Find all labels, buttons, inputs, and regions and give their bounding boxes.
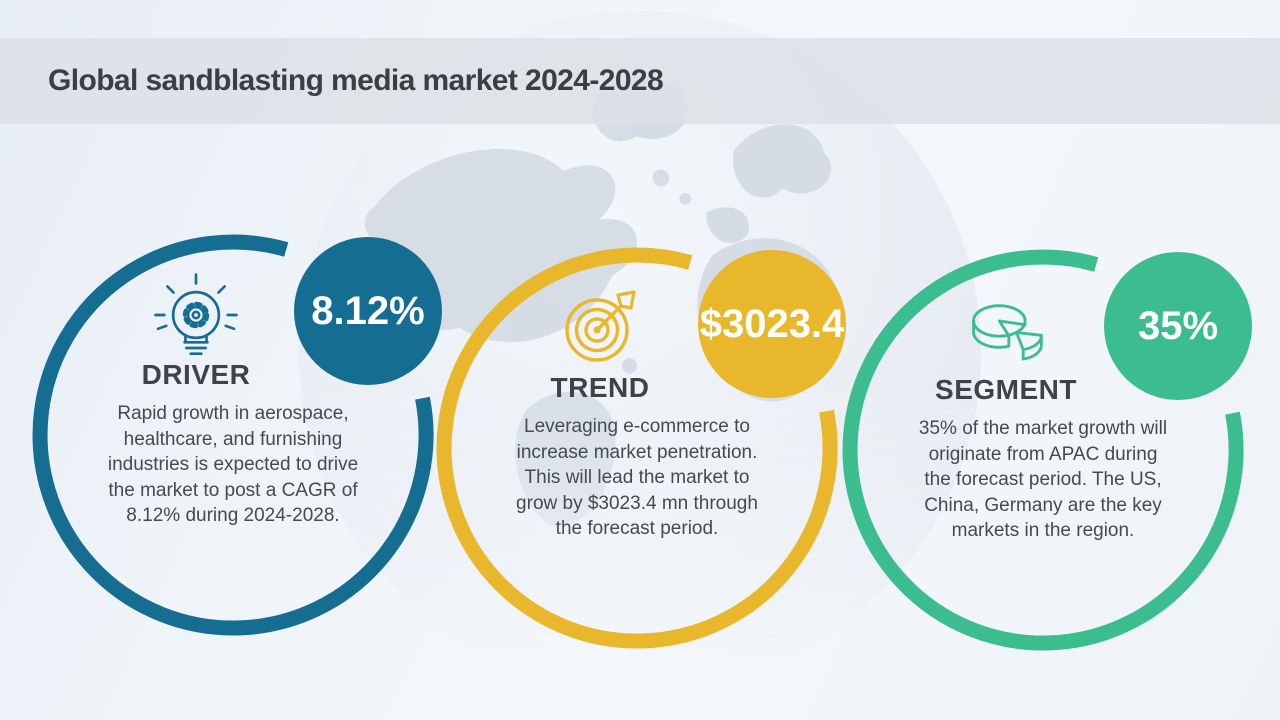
segment-description: 35% of the market growth will originate … (918, 418, 1168, 541)
trend-description: Leveraging e-commerce to increase market… (516, 416, 758, 539)
stat-badge-circle (294, 237, 442, 385)
trend-stat-value: $3023.4 (699, 302, 845, 346)
ring-arc (32, 234, 434, 636)
slide-title: Global sandblasting media market 2024-20… (48, 64, 664, 97)
segment-stat-value: 35% (1137, 304, 1219, 348)
trend-ring-graphic (436, 247, 846, 649)
info-card-segment: 35% SEGMENT 35% of the market growth wil… (838, 240, 1258, 660)
target-arrow-icon (555, 282, 645, 374)
title-bar: Global sandblasting media market 2024-20… (0, 38, 1280, 124)
segment-ring-graphic (842, 249, 1252, 651)
ring-arc (842, 249, 1244, 651)
lightbulb-gear-icon (151, 269, 241, 361)
stat-badge-circle (1104, 252, 1252, 400)
info-card-driver: 8.12% DRIVER Rapid growth in aerospace, … (28, 225, 448, 645)
trend-label: TREND (550, 372, 650, 403)
driver-description: Rapid growth in aerospace, healthcare, a… (107, 403, 359, 526)
ring-arc (436, 247, 838, 649)
driver-ring-graphic (32, 234, 442, 636)
pie-chart-icon (961, 284, 1051, 376)
info-card-trend: $3023.4 TREND Leveraging e-commerce to i… (432, 238, 852, 658)
segment-label: SEGMENT (935, 374, 1077, 405)
stat-badge-circle (698, 250, 846, 398)
driver-stat-value: 8.12% (311, 289, 425, 333)
driver-label: DRIVER (141, 359, 251, 390)
